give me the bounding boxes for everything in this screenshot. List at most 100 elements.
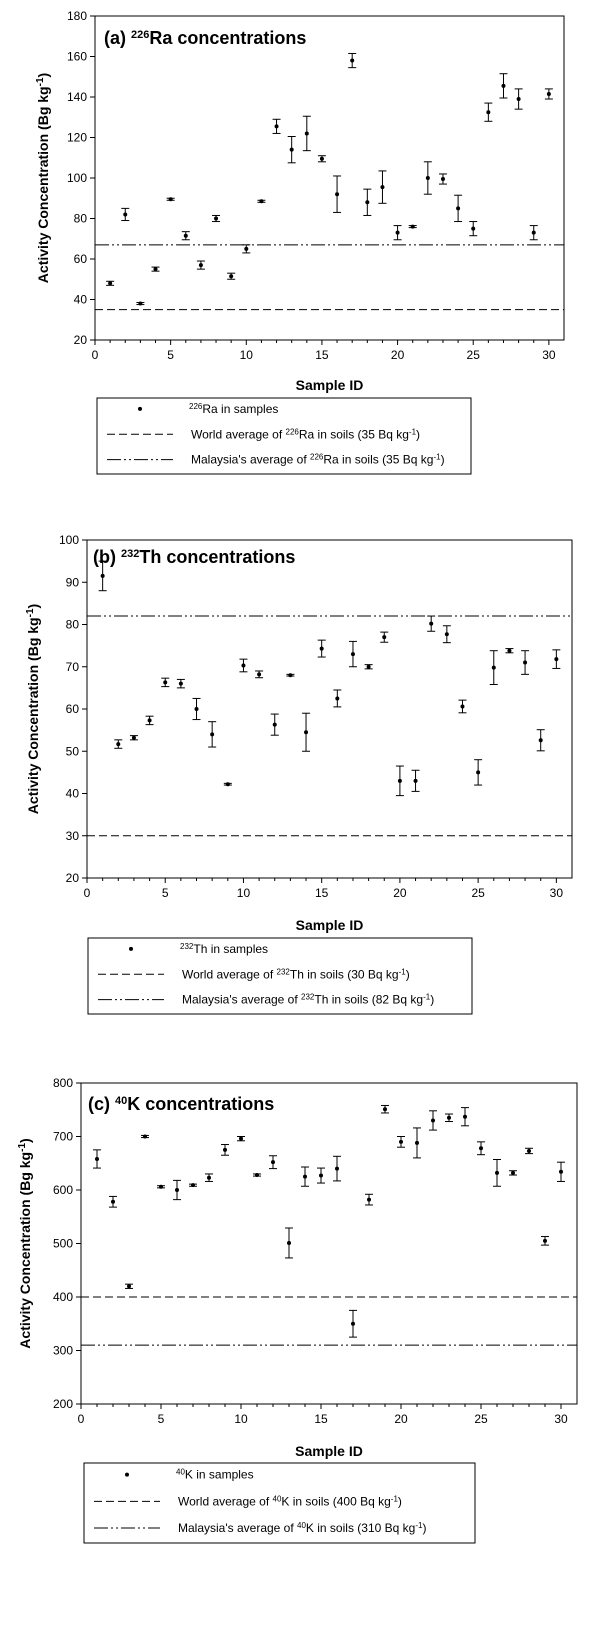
- data-point-group: [145, 715, 154, 726]
- data-point: [116, 742, 121, 747]
- legend-label: 232Th in samples: [180, 941, 268, 956]
- data-point: [194, 707, 199, 711]
- data-point-group: [227, 272, 236, 280]
- legend-symbol-point: [125, 1472, 129, 1477]
- data-point-group: [381, 1104, 389, 1114]
- data-point-group: [221, 1144, 229, 1156]
- data-point: [460, 704, 465, 709]
- data-point: [523, 660, 528, 665]
- panel-title-prefix: (b): [93, 547, 121, 567]
- x-tick-label: 15: [314, 1412, 328, 1426]
- data-point: [163, 680, 168, 685]
- data-point: [335, 1166, 339, 1171]
- data-point: [554, 657, 559, 662]
- data-point: [178, 681, 183, 686]
- data-point: [175, 1188, 179, 1192]
- legend-label-sup: 40: [273, 1494, 282, 1503]
- data-point-group: [474, 759, 483, 786]
- data-point: [365, 200, 370, 205]
- x-tick-label: 10: [234, 1412, 248, 1426]
- data-point-group: [253, 1173, 261, 1178]
- x-axis-label: Sample ID: [295, 1443, 363, 1459]
- data-point-group: [525, 1147, 533, 1155]
- data-point-group: [189, 1183, 197, 1188]
- data-point-group: [521, 650, 530, 675]
- y-tick-label: 500: [53, 1237, 73, 1251]
- data-point: [319, 1173, 323, 1178]
- data-point: [471, 226, 476, 231]
- data-point-group: [161, 677, 170, 688]
- data-point: [207, 1175, 211, 1180]
- x-tick-label: 30: [554, 1412, 568, 1426]
- data-point-group: [427, 615, 436, 632]
- data-point-group: [237, 1136, 245, 1142]
- data-point-group: [529, 225, 538, 241]
- panel-title: (b) 232Th concentrations: [93, 547, 295, 567]
- data-point: [159, 1184, 163, 1189]
- x-tick-label: 15: [315, 886, 329, 900]
- data-point: [272, 722, 277, 727]
- data-point: [511, 1170, 515, 1175]
- legend-label-post: Th in samples: [193, 942, 268, 956]
- legend-label-pre: World average of: [182, 967, 277, 981]
- legend-label-sup2: -1: [433, 452, 441, 461]
- data-point: [289, 147, 294, 152]
- y-tick-label: 60: [74, 252, 88, 266]
- legend-label-sup: 232: [180, 941, 194, 950]
- data-point-group: [109, 1195, 117, 1208]
- data-point-group: [536, 729, 545, 752]
- x-axis-label: Sample ID: [296, 377, 364, 393]
- data-point: [476, 770, 481, 775]
- data-point: [241, 663, 246, 668]
- data-point: [223, 1147, 227, 1152]
- chart-panel-1: 20 40 60 80 100 120 140 160 180 0 5 10 15 20 25 30 Sampl…: [35, 9, 565, 475]
- data-point-group: [255, 670, 264, 679]
- legend-label-sup2: -1: [399, 967, 407, 976]
- x-tick-label: 20: [393, 886, 407, 900]
- x-tick-label: 5: [158, 1412, 165, 1426]
- y-tick-label: 100: [59, 533, 79, 547]
- data-point-group: [272, 118, 281, 134]
- panel-title: (a) 226Ra concentrations: [104, 28, 306, 48]
- legend-label-post2: ): [441, 453, 445, 467]
- y-tick-label: 400: [53, 1290, 73, 1304]
- legend-label: World average of 40K in soils (400 Bq kg…: [178, 1494, 402, 1509]
- data-point-group: [333, 175, 342, 213]
- data-point: [244, 246, 249, 251]
- y-axis-label-end: ): [25, 604, 41, 609]
- data-point: [440, 177, 445, 182]
- data-point: [259, 199, 264, 204]
- legend-label-post: Th in soils (82 Bq kg: [314, 993, 423, 1007]
- x-tick-label: 25: [474, 1412, 488, 1426]
- x-tick-label: 20: [394, 1412, 408, 1426]
- x-tick-label: 0: [78, 1412, 85, 1426]
- data-point: [507, 648, 512, 653]
- data-point-group: [242, 244, 251, 254]
- legend-label-pre: Malaysia's average of: [178, 1521, 297, 1535]
- data-point-group: [176, 678, 185, 689]
- x-tick-label: 25: [467, 348, 481, 362]
- x-tick-label: 0: [84, 886, 91, 900]
- data-point-group: [141, 1134, 149, 1139]
- legend-label-post: Ra in soils (35 Bq kg: [299, 427, 409, 441]
- legend-label-sup2: -1: [423, 992, 431, 1001]
- data-point: [501, 83, 506, 88]
- data-point-group: [151, 266, 160, 272]
- y-tick-label: 60: [66, 702, 80, 716]
- data-point-group: [380, 631, 389, 643]
- data-point: [538, 738, 543, 743]
- data-point-group: [378, 170, 387, 204]
- data-point: [143, 1134, 147, 1139]
- panel-title-prefix: (c): [88, 1094, 115, 1114]
- data-point-group: [136, 301, 145, 306]
- y-axis-label: Activity Concentration (Bg kg-1): [17, 1138, 34, 1348]
- data-point: [413, 778, 418, 783]
- data-point-group: [509, 1170, 517, 1176]
- x-tick-label: 10: [237, 886, 251, 900]
- y-axis-label-end: ): [17, 1138, 33, 1143]
- data-point: [153, 267, 158, 272]
- y-tick-label: 300: [53, 1344, 73, 1358]
- data-point-group: [397, 1136, 405, 1148]
- data-point: [239, 1136, 243, 1141]
- y-axis-label-sup: -1: [25, 608, 36, 617]
